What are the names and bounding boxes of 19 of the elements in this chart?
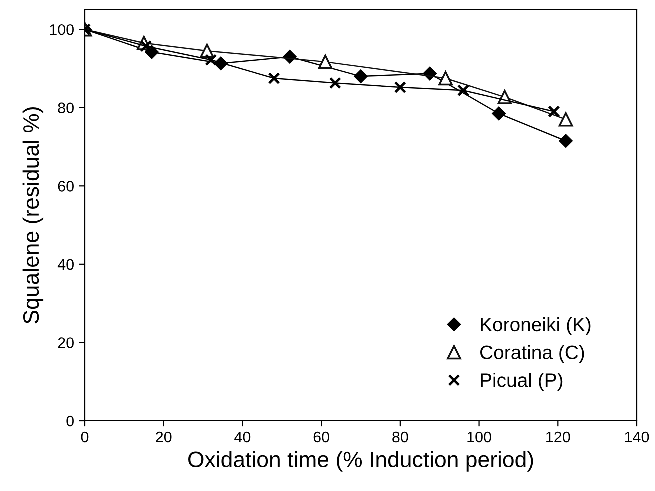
y-tick-label: 0 [66,416,74,427]
x-tick-label: 0 [81,432,89,443]
x-tick-label: 140 [625,432,650,443]
x-tick-label: 20 [156,432,172,443]
y-tick-label: 80 [58,102,74,114]
legend-label: Coratina (C) [480,345,584,364]
y-tick-label: 20 [58,338,74,348]
y-tick-label: 60 [58,181,74,192]
x-tick-label: 40 [234,432,251,443]
x-tick-label: 60 [314,432,330,443]
x-tick-label: 100 [468,432,492,443]
x-tick-label: 120 [546,432,570,443]
legend-label: Koroneiki (K) [481,317,591,336]
legend-label: Picual (P) [481,373,563,392]
x-axis-title: Oxidation time (% Induction period) [188,451,534,472]
x-tick-label: 80 [392,432,408,443]
y-tick-label: 100 [50,24,74,36]
y-tick-label: 40 [58,259,74,270]
y-axis-title: Squalene (residual %) [22,108,44,324]
